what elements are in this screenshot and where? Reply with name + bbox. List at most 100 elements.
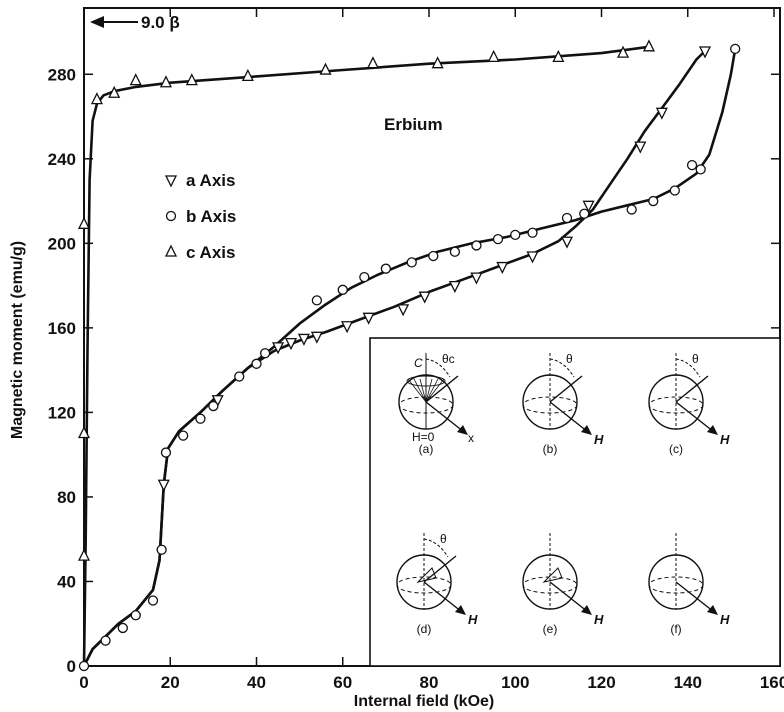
- data-point-triangle-down: [655, 107, 668, 120]
- data-point-triangle-down: [418, 291, 431, 304]
- series-line-3: [82, 45, 650, 667]
- angle-label: θ: [692, 352, 699, 366]
- data-point-circle: [686, 159, 698, 171]
- x-tick-label: 160: [760, 673, 784, 692]
- cone-line: [419, 378, 427, 403]
- x-tick-label: 80: [420, 673, 439, 692]
- series-curves: [82, 45, 737, 667]
- data-point-circle: [561, 212, 573, 224]
- x-tick-label: 0: [79, 673, 88, 692]
- inset-panel-a: (a) θc C H=0 x: [398, 352, 474, 456]
- field-arrowhead: [581, 605, 592, 615]
- field-arrowhead: [581, 425, 592, 435]
- inset-panel-b: (b) θ H: [522, 352, 604, 456]
- field-arrow: [425, 401, 465, 433]
- data-point-triangle-down: [272, 342, 285, 355]
- data-point-triangle-down: [448, 280, 461, 294]
- data-point-triangle-down: [634, 141, 647, 154]
- cone-line: [425, 378, 433, 403]
- data-point-triangle-up: [487, 49, 500, 63]
- data-point-circle: [471, 240, 482, 251]
- data-point-circle: [100, 635, 111, 646]
- data-point-triangle-down: [698, 46, 712, 59]
- data-point-circle: [160, 447, 172, 458]
- data-point-circle: [78, 660, 90, 672]
- moment-arrow: [675, 375, 709, 403]
- data-point-circle: [527, 227, 538, 238]
- panel-caption: (c): [669, 442, 683, 456]
- data-point-circle: [492, 233, 504, 245]
- inset-frame: [369, 337, 781, 667]
- series-markers: [77, 39, 741, 672]
- cone-line: [425, 378, 445, 403]
- data-point-circle: [510, 229, 521, 241]
- legend-marker-3: [164, 244, 178, 257]
- cone-line: [407, 378, 427, 403]
- x-tick-label: 60: [333, 673, 352, 692]
- cone-rim: [406, 375, 446, 387]
- data-point-circle: [626, 204, 637, 215]
- legend-label-3: c Axis: [186, 243, 235, 262]
- data-point-circle: [359, 271, 370, 283]
- orientation-inset: (a) θc C H=0 x (b) θ H (c) θ H (d) θ H (e) H (f) H: [369, 337, 781, 667]
- field-label: H: [594, 612, 604, 627]
- x-direction-label: x: [468, 431, 474, 445]
- inset-panel-f: (f) H: [648, 533, 730, 636]
- panel-caption: (f): [670, 622, 681, 636]
- data-point-triangle-down: [211, 395, 224, 408]
- y-tick-label: 80: [57, 488, 76, 507]
- y-tick-label: 200: [48, 234, 76, 253]
- x-tick-label: 20: [161, 673, 180, 692]
- data-point-circle: [648, 195, 659, 207]
- y-tick-label: 280: [48, 65, 76, 84]
- x-tick-label: 40: [247, 673, 266, 692]
- y-tick-label: 40: [57, 572, 76, 591]
- data-point-circle: [730, 43, 741, 55]
- y-axis-title: Magnetic moment (emu/g): [9, 241, 26, 439]
- c-axis-label: C: [414, 356, 423, 370]
- data-point-triangle-down: [496, 261, 509, 275]
- data-point-triangle-down: [470, 272, 483, 285]
- data-point-triangle-up: [77, 548, 91, 561]
- field-arrow: [549, 581, 589, 613]
- angle-arc: [423, 538, 449, 558]
- angle-label: θ: [440, 532, 447, 546]
- series-line-2: [82, 48, 737, 667]
- cone-fan: [542, 567, 563, 583]
- data-point-triangle-down: [284, 338, 298, 351]
- field-arrow: [675, 401, 715, 433]
- angle-label: θc: [442, 352, 455, 366]
- cone-fan: [416, 567, 437, 583]
- data-point-circle: [380, 263, 392, 274]
- data-point-circle: [259, 348, 271, 359]
- chart-title: Erbium: [384, 115, 443, 134]
- data-point-circle: [156, 544, 167, 555]
- data-point-triangle-up: [241, 68, 254, 82]
- data-point-circle: [251, 358, 262, 369]
- legend-marker-2: [165, 210, 177, 222]
- cone-line: [413, 378, 427, 403]
- angle-arc: [425, 358, 451, 378]
- data-point-circle: [117, 622, 128, 634]
- legend: a Axis b Axis c Axis: [164, 171, 236, 262]
- legend-label-1: a Axis: [186, 171, 235, 190]
- data-point-circle: [234, 371, 245, 382]
- inset-panel-e: (e) H: [522, 533, 604, 636]
- panel-caption: (a): [419, 442, 434, 456]
- annotation-arrow: 9.0 β: [90, 13, 180, 32]
- data-point-circle: [147, 595, 159, 606]
- moment-arrow: [425, 375, 459, 403]
- x-tick-label: 140: [674, 673, 702, 692]
- field-arrow: [549, 401, 589, 433]
- data-point-triangle-up: [642, 39, 655, 52]
- data-point-circle: [428, 250, 439, 262]
- data-point-circle: [695, 164, 706, 175]
- data-point-triangle-down: [560, 236, 574, 249]
- data-point-circle: [579, 208, 590, 219]
- panel-caption: (b): [543, 442, 558, 456]
- field-arrow: [675, 581, 715, 613]
- data-point-circle: [669, 185, 680, 196]
- data-point-circle: [130, 610, 141, 621]
- data-point-triangle-up: [77, 426, 91, 439]
- data-point-triangle-up: [185, 73, 198, 86]
